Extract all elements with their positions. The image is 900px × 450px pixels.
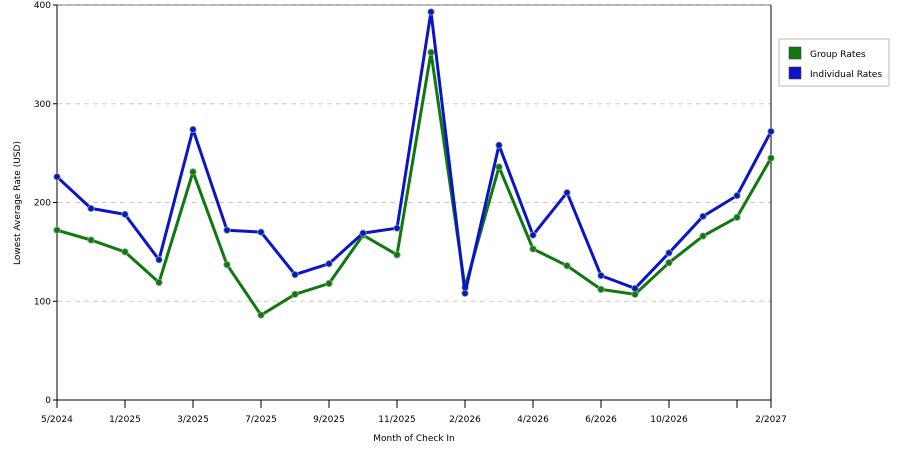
legend-label-group-rates: Group Rates bbox=[810, 50, 866, 60]
x-tick-label: 5/2024 bbox=[41, 415, 73, 425]
y-tick-label: 100 bbox=[34, 297, 51, 307]
data-point-group-rates bbox=[699, 232, 707, 240]
data-point-individual-rates bbox=[495, 141, 503, 149]
data-point-individual-rates bbox=[427, 8, 435, 16]
data-point-individual-rates bbox=[733, 191, 741, 200]
data-point-group-rates bbox=[767, 154, 775, 162]
data-point-group-rates bbox=[563, 262, 571, 270]
data-point-individual-rates bbox=[597, 271, 605, 280]
data-point-individual-rates bbox=[767, 127, 775, 135]
data-point-group-rates bbox=[223, 261, 231, 269]
x-tick-label: 11/2025 bbox=[378, 415, 415, 425]
data-point-individual-rates bbox=[665, 249, 673, 257]
data-point-group-rates bbox=[427, 48, 435, 57]
data-point-individual-rates bbox=[155, 256, 163, 264]
data-point-group-rates bbox=[53, 226, 61, 234]
series-line-group-rates bbox=[56, 50, 773, 317]
y-tick-label: 300 bbox=[34, 100, 51, 110]
data-point-group-rates bbox=[189, 168, 197, 176]
data-point-individual-rates bbox=[257, 228, 265, 236]
data-point-group-rates bbox=[529, 245, 537, 253]
data-point-individual-rates bbox=[631, 284, 639, 293]
data-point-group-rates bbox=[393, 251, 401, 259]
data-point-group-rates bbox=[733, 213, 741, 221]
y-axis: 0 100 200 300 400 bbox=[34, 1, 57, 406]
data-point-individual-rates bbox=[87, 204, 95, 213]
x-tick-label: 1/2025 bbox=[109, 415, 141, 425]
y-tick-label: 200 bbox=[34, 199, 51, 209]
data-point-individual-rates bbox=[325, 260, 333, 268]
data-point-individual-rates bbox=[359, 229, 367, 237]
data-point-individual-rates bbox=[461, 289, 469, 297]
x-tick-label: 6/2026 bbox=[585, 415, 617, 425]
x-tick-label: 7/2025 bbox=[245, 415, 277, 425]
x-tick-label: 3/2025 bbox=[177, 415, 209, 425]
data-point-group-rates bbox=[495, 163, 503, 171]
y-axis-title: Lowest Average Rate (USD) bbox=[13, 141, 23, 265]
data-point-individual-rates bbox=[189, 125, 197, 134]
y-tick-label: 0 bbox=[45, 396, 51, 406]
x-axis-title: Month of Check In bbox=[373, 434, 455, 444]
series-line-individual-rates bbox=[55, 10, 773, 295]
y-tick-label: 400 bbox=[34, 1, 51, 11]
data-point-group-rates bbox=[325, 279, 333, 288]
data-point-individual-rates bbox=[223, 226, 231, 234]
legend-label-individual-rates: Individual Rates bbox=[810, 70, 882, 80]
data-point-individual-rates bbox=[393, 224, 401, 232]
data-point-individual-rates bbox=[121, 210, 129, 218]
legend: Group Rates Individual Rates bbox=[778, 38, 890, 87]
legend-swatch-individual-rates bbox=[788, 66, 802, 80]
x-tick-label: 9/2025 bbox=[313, 415, 345, 425]
data-point-group-rates bbox=[291, 290, 299, 298]
x-tick-label: 2/2027 bbox=[755, 415, 787, 425]
data-point-group-rates bbox=[257, 311, 265, 319]
x-tick-label: 4/2026 bbox=[517, 415, 549, 425]
data-point-individual-rates bbox=[291, 270, 299, 279]
data-point-group-rates bbox=[155, 278, 163, 287]
data-point-individual-rates bbox=[53, 173, 61, 181]
x-tick-label: 10/2026 bbox=[650, 415, 688, 425]
data-point-group-rates bbox=[631, 290, 639, 298]
data-point-individual-rates bbox=[529, 231, 537, 239]
data-point-group-rates bbox=[87, 236, 95, 244]
x-axis: 5/2024 1/2025 3/2025 7/2025 9/2025 11/2025 2/2… bbox=[41, 400, 787, 425]
series-layer bbox=[53, 8, 775, 319]
legend-swatch-group-rates bbox=[788, 46, 802, 60]
data-point-individual-rates bbox=[563, 189, 571, 197]
x-tick-label: 2/2026 bbox=[449, 415, 481, 425]
data-point-group-rates bbox=[121, 248, 129, 256]
data-point-individual-rates bbox=[699, 212, 707, 220]
data-point-group-rates bbox=[597, 285, 605, 293]
data-point-group-rates bbox=[665, 259, 673, 267]
